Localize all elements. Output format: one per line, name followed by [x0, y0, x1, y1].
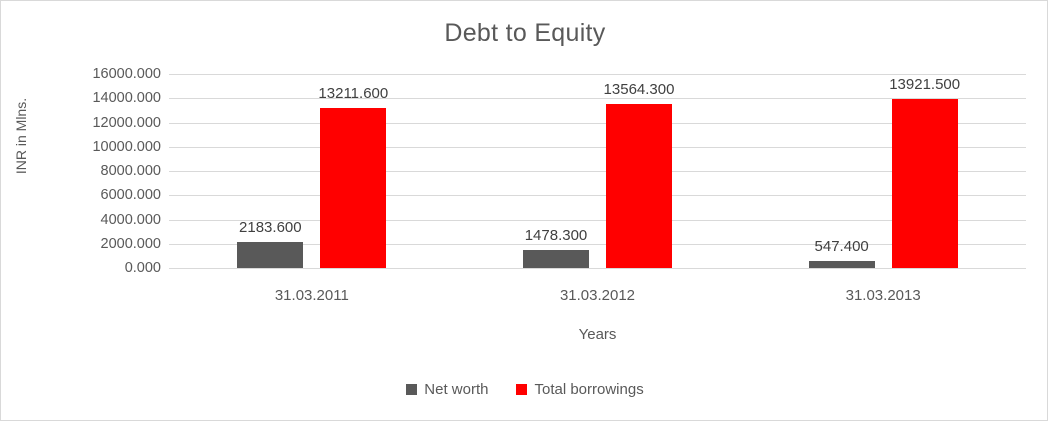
legend-swatch-icon [406, 384, 418, 395]
y-axis-tick-label: 10000.000 [92, 138, 161, 155]
y-axis-tick-label: 16000.000 [92, 66, 161, 82]
bar-total-borrowings[interactable] [320, 107, 387, 268]
gridline [169, 243, 1026, 245]
bar-data-label: 1478.300 [524, 227, 588, 245]
bar-data-label: 13211.600 [318, 84, 389, 102]
bar-data-label: 2183.600 [239, 218, 302, 236]
x-axis-category-label: 31.03.2012 [559, 287, 636, 304]
chart-legend: Net worth Total borrowings [1, 381, 1047, 398]
chart-title: Debt to Equity [444, 19, 606, 47]
bar-data-label: 13921.500 [889, 76, 961, 94]
y-axis-tick-labels: 16000.000 14000.000 12000.000 10000.000 8000… [51, 67, 161, 275]
legend-label: Total borrowings [534, 381, 644, 398]
bar-total-borrowings[interactable] [891, 99, 958, 268]
y-axis-tick-label: 8000.000 [100, 163, 161, 179]
y-axis-tick-label: 0.000 [124, 260, 161, 276]
legend-entry[interactable]: Net worth [406, 381, 488, 398]
plot-area: 2183.600 13211.600 1478.300 13564.300 547.40… [169, 74, 1026, 269]
bar-net-worth[interactable] [237, 241, 304, 268]
gridline [169, 268, 1026, 269]
y-axis-tick-label: 2000.000 [100, 235, 161, 252]
x-axis-category-label: 31.03.2011 [274, 287, 349, 304]
y-axis-tick-label: 12000.000 [92, 114, 161, 131]
bar-data-label: 547.400 [814, 238, 869, 256]
gridline [169, 98, 1026, 100]
gridline [169, 74, 1026, 75]
x-axis-title: Years [578, 326, 617, 343]
bar-data-label: 13564.300 [603, 80, 675, 98]
gridline [169, 195, 1026, 197]
gridline [169, 219, 1026, 221]
y-axis-title: INR in Mlns. [13, 97, 29, 175]
y-axis-tick-label: 14000.000 [92, 90, 161, 107]
y-axis-tick-label: 6000.000 [100, 187, 161, 204]
gridline [169, 122, 1026, 124]
bar-net-worth[interactable] [523, 250, 589, 268]
x-axis-category-label: 31.03.2013 [845, 287, 921, 304]
gridline [169, 146, 1026, 148]
gridline [169, 171, 1026, 172]
bar-total-borrowings[interactable] [606, 103, 672, 268]
bar-net-worth[interactable] [808, 261, 875, 268]
legend-entry[interactable]: Total borrowings [516, 381, 644, 398]
legend-label: Net worth [424, 381, 489, 398]
y-axis-tick-label: 4000.000 [100, 211, 161, 228]
legend-swatch-icon [516, 384, 528, 395]
